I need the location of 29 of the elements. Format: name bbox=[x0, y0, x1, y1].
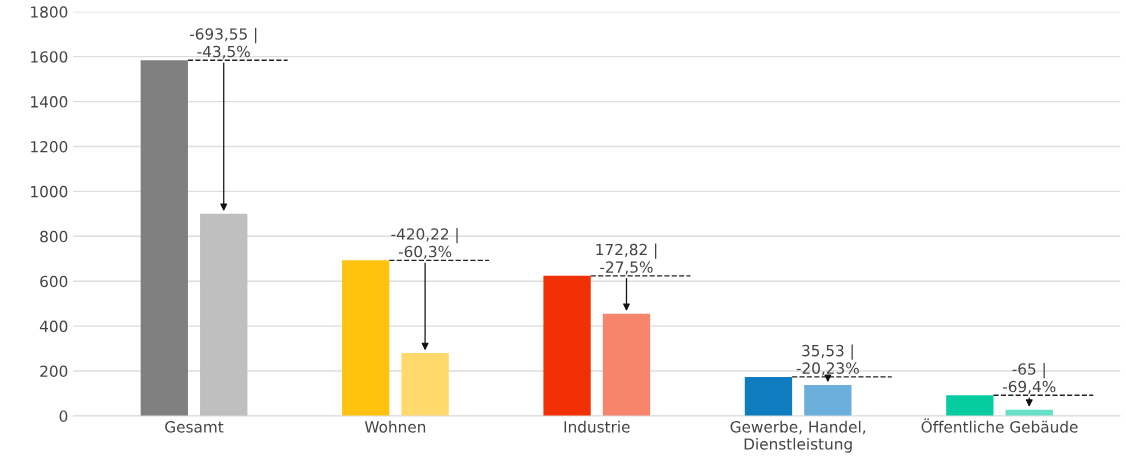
y-tick-label: 1400 bbox=[31, 96, 68, 108]
annotation: 172,82 | -27,5% bbox=[596, 243, 657, 275]
annotation: -65 | -69,4% bbox=[1002, 362, 1056, 394]
bar bbox=[140, 60, 188, 416]
x-tick-label: Gesamt bbox=[165, 421, 224, 433]
bar bbox=[804, 384, 852, 416]
y-tick-label: 1200 bbox=[31, 140, 68, 153]
bar bbox=[401, 353, 449, 416]
x-tick-label: Wohnen bbox=[364, 420, 426, 433]
x-tick-label: Industrie bbox=[564, 420, 630, 433]
y-tick-label: 1800 bbox=[31, 6, 68, 18]
y-tick-label: 200 bbox=[40, 365, 68, 378]
bar bbox=[543, 275, 591, 416]
annotation: 35,53 | -20,23% bbox=[796, 344, 859, 376]
annotation: -693,55 | -43,5% bbox=[189, 27, 257, 59]
bar bbox=[342, 260, 390, 416]
y-tick-label: 800 bbox=[40, 230, 68, 243]
bar bbox=[744, 376, 793, 416]
x-tick-label: Gewerbe, Handel, Dienstleistung bbox=[730, 420, 866, 453]
bar bbox=[200, 213, 248, 416]
x-tick-label: Öffentliche Gebäude bbox=[921, 418, 1078, 433]
y-tick-label: 600 bbox=[40, 275, 68, 288]
y-tick-label: 0 bbox=[59, 410, 68, 422]
bar bbox=[946, 395, 994, 416]
y-tick-label: 400 bbox=[39, 320, 68, 333]
y-tick-label: 1600 bbox=[31, 51, 68, 63]
y-tick-label: 1000 bbox=[31, 185, 68, 198]
annotation: -420,22 | -60,3% bbox=[391, 227, 458, 259]
bar bbox=[602, 313, 651, 416]
